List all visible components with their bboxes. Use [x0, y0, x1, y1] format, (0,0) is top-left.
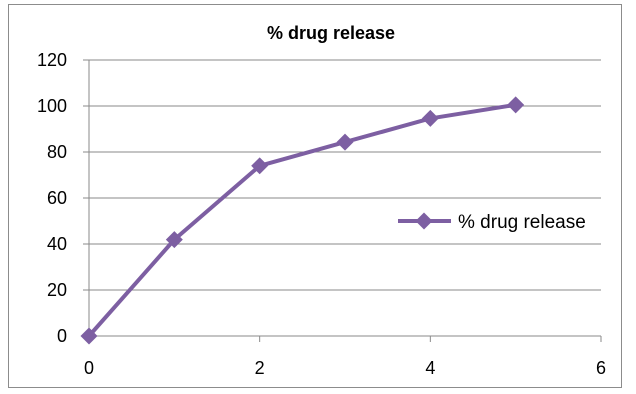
series-group	[80, 96, 525, 345]
x-tick-labels: 0 2 4 6	[84, 358, 606, 378]
x-tick-label: 6	[596, 358, 606, 378]
x-tick-label: 0	[84, 358, 94, 378]
data-point	[507, 96, 525, 114]
y-tick-label: 40	[47, 234, 67, 254]
data-point	[165, 231, 183, 249]
y-tick-label: 20	[47, 280, 67, 300]
chart-title: % drug release	[267, 23, 395, 43]
series-line	[87, 102, 516, 338]
y-tick-label: 100	[37, 96, 67, 116]
legend: % drug release	[398, 212, 586, 233]
x-tick-label: 2	[255, 358, 265, 378]
legend-marker	[415, 212, 433, 230]
y-tick-label: 60	[47, 188, 67, 208]
gridlines	[89, 59, 601, 291]
axes	[83, 59, 602, 342]
legend-label: % drug release	[458, 212, 586, 233]
data-point	[421, 109, 439, 127]
data-point	[251, 157, 269, 175]
y-tick-label: 0	[57, 326, 67, 346]
x-tick-label: 4	[425, 358, 435, 378]
y-tick-label: 120	[37, 50, 67, 70]
y-tick-labels: 0 20 40 60 80 100 120	[37, 50, 67, 346]
chart-area	[8, 4, 622, 388]
y-tick-label: 80	[47, 142, 67, 162]
data-point	[80, 327, 98, 345]
data-point	[336, 133, 354, 151]
